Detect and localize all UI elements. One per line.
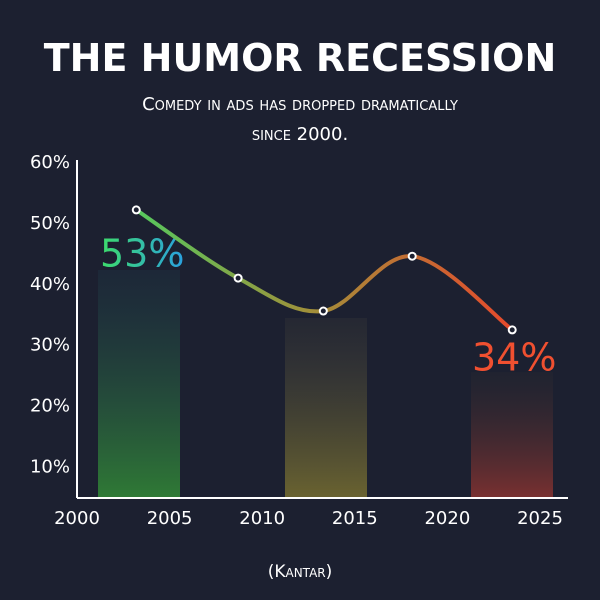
y-tick-label: 40%: [30, 274, 70, 295]
decor-bar: [285, 318, 367, 498]
y-tick-label: 50%: [30, 213, 70, 234]
y-tick-label: 30%: [30, 335, 70, 356]
x-tick-label: 2025: [517, 508, 563, 529]
x-tick-label: 2015: [332, 508, 378, 529]
point: [318, 306, 328, 316]
point: [131, 205, 141, 215]
y-tick-label: 20%: [30, 396, 70, 417]
point: [233, 273, 243, 283]
point: [507, 325, 517, 335]
decor-bar: [471, 372, 553, 498]
annotation: 34%: [472, 336, 556, 380]
y-tick-label: 60%: [30, 152, 70, 173]
subtitle: Comedy in ads has dropped dramatically s…: [142, 94, 458, 145]
x-tick-label: 2000: [54, 508, 100, 529]
annotation: 53%: [100, 232, 184, 276]
source: (Kantar): [267, 562, 333, 582]
y-tick-label: 10%: [30, 457, 70, 478]
title: THE HUMOR RECESSION: [43, 36, 557, 80]
x-tick-label: 2005: [147, 508, 193, 529]
x-tick-label: 2010: [239, 508, 285, 529]
point: [407, 251, 417, 261]
decor-bar: [98, 270, 180, 498]
x-tick-label: 2020: [424, 508, 470, 529]
